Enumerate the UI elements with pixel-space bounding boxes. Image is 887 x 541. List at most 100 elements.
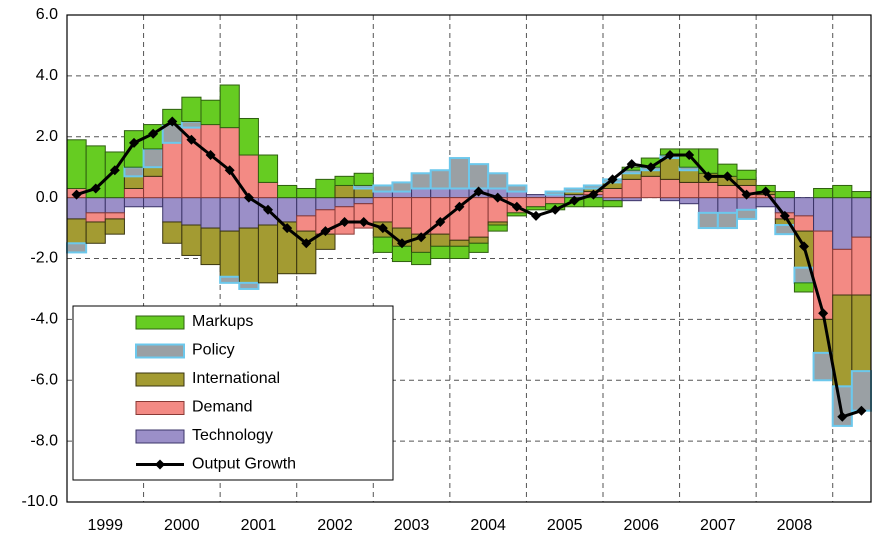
bar-segment <box>659 178 681 199</box>
x-tick-label: 1999 <box>87 517 123 534</box>
bar-segment <box>621 178 642 199</box>
bar-segment <box>659 157 681 180</box>
line-marker <box>856 405 867 416</box>
plot-frame <box>66 14 872 503</box>
bar-segment <box>143 197 164 208</box>
line-marker <box>435 216 446 227</box>
bar-segment <box>296 215 317 232</box>
y-tick-label: -8.0 <box>30 432 58 449</box>
y-tick-label: -2.0 <box>30 250 58 267</box>
bar-segment <box>238 227 259 284</box>
bar-segment <box>334 184 355 199</box>
line-marker <box>186 134 197 145</box>
bar-segment <box>850 370 872 412</box>
bar-segment <box>813 187 834 199</box>
bar-segment <box>506 184 528 193</box>
bar-segment <box>698 197 719 214</box>
bar-segment <box>123 130 145 168</box>
line-marker <box>645 162 656 173</box>
bar-segment <box>123 166 145 178</box>
bar-segment <box>238 281 260 290</box>
line-marker <box>837 411 848 422</box>
bar-segment <box>468 163 490 190</box>
bar-segment <box>487 224 508 232</box>
x-tick-label: 2005 <box>547 517 583 534</box>
bar-segment <box>468 197 489 238</box>
legend-label: International <box>192 370 280 387</box>
bar-segment <box>391 197 413 229</box>
bar-segment <box>277 197 298 223</box>
bar-segment <box>736 208 758 220</box>
bar-segment <box>449 187 470 199</box>
bar-segment <box>142 147 164 169</box>
line-marker <box>301 238 312 249</box>
bar-segment <box>793 282 815 293</box>
bar-segment <box>430 245 451 259</box>
bar-segment <box>334 197 355 208</box>
bar-segment <box>679 197 700 205</box>
bar-segment <box>832 184 853 199</box>
bar-segment <box>391 181 413 193</box>
line-marker <box>722 171 733 182</box>
x-tick-label: 2002 <box>317 517 353 534</box>
bar-segment <box>277 184 298 199</box>
bar-segment <box>679 169 700 183</box>
output-growth-line <box>76 119 862 419</box>
bar-segment <box>238 117 259 156</box>
line-marker <box>607 174 618 185</box>
bar-segment <box>219 275 241 284</box>
bar-segment <box>851 197 872 238</box>
bar-segment <box>66 197 87 220</box>
x-tick-label: 2007 <box>700 517 736 534</box>
bar-segment <box>85 221 106 244</box>
bar-segment <box>104 218 125 235</box>
bar-segment <box>525 197 547 208</box>
bar-segment <box>430 187 451 199</box>
bar-segment <box>563 187 585 193</box>
bar-segment <box>181 197 202 226</box>
line-marker <box>90 183 101 194</box>
bar-segment <box>487 172 509 190</box>
y-tick-label: -4.0 <box>30 311 58 328</box>
line-marker <box>377 223 388 234</box>
line-marker <box>339 216 350 227</box>
line-marker <box>358 216 369 227</box>
bar-segment <box>736 178 757 186</box>
bar-segment <box>219 197 240 232</box>
legend: Markups Policy International Demand Technolo… <box>72 305 394 481</box>
legend-marker <box>155 459 165 470</box>
bar-segment <box>257 154 279 183</box>
bar-segment <box>851 236 872 296</box>
line-marker <box>167 116 178 127</box>
bar-segment <box>832 197 853 250</box>
legend-swatch <box>135 343 185 359</box>
y-tick-label: -10.0 <box>22 493 59 510</box>
line-marker <box>282 223 293 234</box>
line-marker <box>224 165 235 176</box>
x-tick-label: 2004 <box>470 517 506 534</box>
bar-segment <box>411 251 432 266</box>
y-tick-label: -6.0 <box>30 371 58 388</box>
bar-segment <box>219 127 240 199</box>
line-marker <box>205 150 216 161</box>
bar-segment <box>104 212 125 220</box>
y-tick-label: 4.0 <box>36 67 58 84</box>
bar-segment <box>717 197 738 214</box>
bar-segment <box>851 191 872 199</box>
bar-segment <box>181 224 202 256</box>
line-marker <box>473 186 484 197</box>
y-tick-label: 0.0 <box>36 189 58 206</box>
line-marker <box>665 150 675 161</box>
bar-segment <box>813 230 834 320</box>
legend-box <box>72 305 394 481</box>
legend-swatch <box>135 429 185 444</box>
bar-segment <box>85 197 106 214</box>
bar-segment <box>296 187 317 199</box>
bar-segment <box>544 190 566 196</box>
bar-segment <box>411 197 432 235</box>
bar-segment <box>143 166 164 177</box>
line-marker <box>320 226 331 237</box>
legend-label: Demand <box>192 399 252 416</box>
bar-segment <box>793 197 815 217</box>
